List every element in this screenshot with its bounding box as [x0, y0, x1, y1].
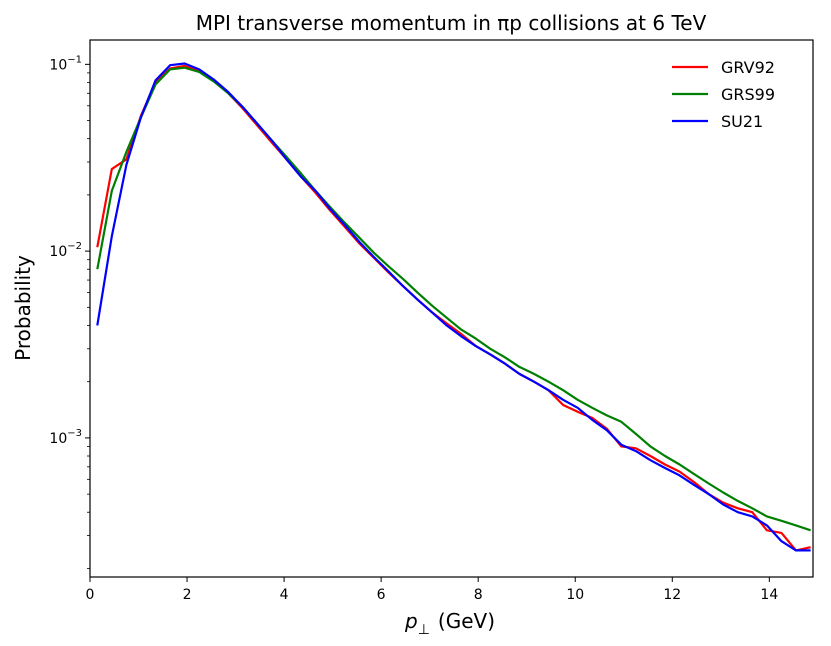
x-axis-label-subscript: ⊥ [418, 622, 430, 638]
y-tick-base: 10 [49, 57, 67, 73]
x-tick-label: 6 [377, 587, 386, 603]
legend-label-grs99: GRS99 [721, 85, 775, 104]
legend-label-grv92: GRV92 [721, 58, 775, 77]
x-tick-label: 10 [566, 587, 584, 603]
x-tick-label: 8 [474, 587, 483, 603]
legend: GRV92 GRS99 SU21 [672, 58, 775, 131]
series-line-grs99 [96, 66, 811, 532]
y-tick-label: 10−1 [49, 54, 82, 73]
y-tick-label: 10−2 [49, 241, 82, 260]
x-tick-label: 12 [663, 587, 681, 603]
y-tick-exponent: −3 [67, 428, 82, 439]
series-line-su21 [96, 62, 811, 552]
y-tick-label: 10−3 [49, 428, 82, 447]
x-axis-label-unit: (GeV) [438, 609, 495, 633]
x-tick-label: 0 [86, 587, 95, 603]
y-axis-ticks: 10−110−210−3 [49, 54, 90, 569]
chart-title: MPI transverse momentum in πp collisions… [196, 11, 707, 35]
x-axis-ticks: 0 2 4 6 8 10 12 14 [86, 577, 778, 603]
y-tick-base: 10 [49, 244, 67, 260]
x-axis-label-symbol: p [404, 609, 418, 633]
series-line-grv92 [96, 64, 811, 552]
x-tick-label: 4 [280, 587, 289, 603]
x-axis-label: p⊥ (GeV) [404, 609, 495, 638]
y-axis-label: Probability [11, 255, 35, 361]
x-tick-label: 14 [760, 587, 778, 603]
y-tick-base: 10 [49, 431, 67, 447]
y-tick-exponent: −2 [67, 241, 82, 252]
plot-lines [96, 62, 811, 552]
legend-label-su21: SU21 [721, 112, 763, 131]
plot-frame [89, 39, 814, 578]
x-tick-label: 2 [183, 587, 192, 603]
y-tick-exponent: −1 [67, 54, 82, 65]
